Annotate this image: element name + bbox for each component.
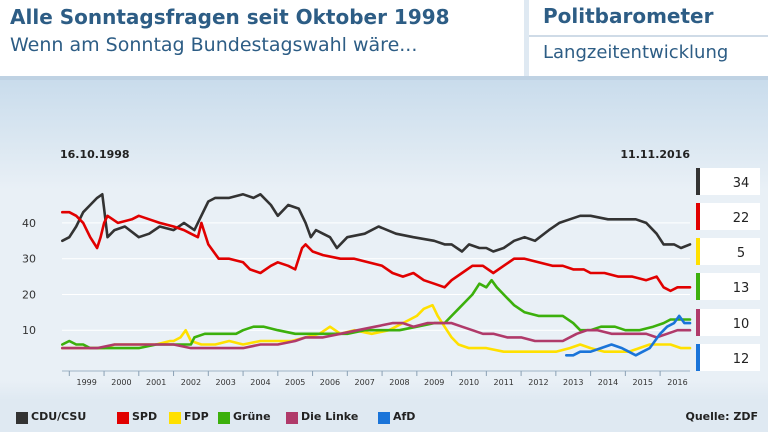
- legend-label: FDP: [184, 410, 209, 423]
- current-value-label-2: 5: [737, 246, 745, 261]
- x-tick-label-2002: 2002: [181, 378, 201, 387]
- legend-label: CDU/CSU: [31, 410, 87, 423]
- current-value-box-1: [696, 203, 760, 230]
- legend-label: SPD: [132, 410, 158, 423]
- current-value-marker-0: [696, 168, 700, 195]
- x-tick-label-2009: 2009: [424, 378, 444, 387]
- brand-title: Politbarometer: [543, 4, 714, 28]
- x-tick-label-2012: 2012: [528, 378, 548, 387]
- current-value-box-5: [696, 344, 760, 371]
- current-value-label-0: 34: [733, 176, 750, 191]
- line-chart: 10 20 30 40 1999 2000 2001 2002 2003 2004 2005 2006…: [22, 148, 760, 387]
- header-left: Alle Sonntagsfragen seit Oktober 1998 We…: [0, 0, 524, 76]
- current-value-marker-4: [696, 309, 700, 336]
- source-label: Quelle: ZDF: [685, 410, 759, 423]
- legend-label: AfD: [393, 410, 416, 423]
- chart-subtitle: Wenn am Sonntag Bundestagswahl wäre...: [10, 34, 418, 56]
- series-line-1: [61, 210, 692, 293]
- brand-subtitle: Langzeitentwicklung: [543, 42, 729, 63]
- legend-swatch: [286, 412, 298, 424]
- current-value-label-3: 13: [733, 281, 750, 296]
- end-date-label: 11.11.2016: [620, 148, 690, 161]
- x-tick-label-2005: 2005: [285, 378, 305, 387]
- header-separator: [0, 76, 768, 80]
- legend-swatch: [218, 412, 230, 424]
- current-value-label-4: 10: [733, 317, 750, 332]
- x-tick-label-2010: 2010: [459, 378, 479, 387]
- legend-swatch: [169, 412, 181, 424]
- start-date-label: 16.10.1998: [60, 148, 130, 161]
- current-value-label-1: 22: [733, 211, 750, 226]
- x-tick-label-2004: 2004: [250, 378, 270, 387]
- current-value-marker-5: [696, 344, 700, 371]
- x-tick-label-2000: 2000: [111, 378, 131, 387]
- current-value-box-2: [696, 238, 760, 265]
- legend-swatch: [378, 412, 390, 424]
- series-line-2: [61, 303, 692, 353]
- current-value-marker-1: [696, 203, 700, 230]
- header-right: [529, 0, 768, 76]
- x-tick-label-2007: 2007: [355, 378, 375, 387]
- brand-divider: [529, 35, 768, 37]
- y-tick-label-30: 30: [22, 253, 36, 266]
- series-line-3: [61, 278, 692, 350]
- plot-area: 10 20 30 40 1999 2000 2001 2002 2003 2004 2005 2006…: [0, 80, 768, 400]
- series-line-4: [61, 321, 692, 350]
- series-line-0: [61, 193, 692, 253]
- x-tick-label-2015: 2015: [633, 378, 653, 387]
- legend-label: Grüne: [233, 410, 271, 423]
- series-line-5: [565, 314, 692, 357]
- legend-swatch: [16, 412, 28, 424]
- x-tick-label-2014: 2014: [598, 378, 618, 387]
- chart-title: Alle Sonntagsfragen seit Oktober 1998: [10, 5, 450, 29]
- y-tick-label-20: 20: [22, 288, 36, 301]
- current-value-label-5: 12: [733, 352, 750, 367]
- y-tick-label-10: 10: [22, 324, 36, 337]
- legend-label: Die Linke: [301, 410, 359, 423]
- x-tick-label-2016: 2016: [667, 378, 687, 387]
- x-tick-label-2011: 2011: [494, 378, 514, 387]
- current-value-marker-3: [696, 273, 700, 300]
- x-tick-label-2003: 2003: [216, 378, 236, 387]
- x-tick-label-2001: 2001: [146, 378, 166, 387]
- y-tick-label-40: 40: [22, 217, 36, 230]
- x-tick-label-2008: 2008: [389, 378, 409, 387]
- current-value-box-3: [696, 273, 760, 300]
- x-tick-label-2006: 2006: [320, 378, 340, 387]
- legend-swatch: [117, 412, 129, 424]
- x-tick-label-2013: 2013: [563, 378, 583, 387]
- current-value-box-4: [696, 309, 760, 336]
- x-tick-label-1999: 1999: [76, 378, 96, 387]
- current-value-marker-2: [696, 238, 700, 265]
- current-value-box-0: [696, 168, 760, 195]
